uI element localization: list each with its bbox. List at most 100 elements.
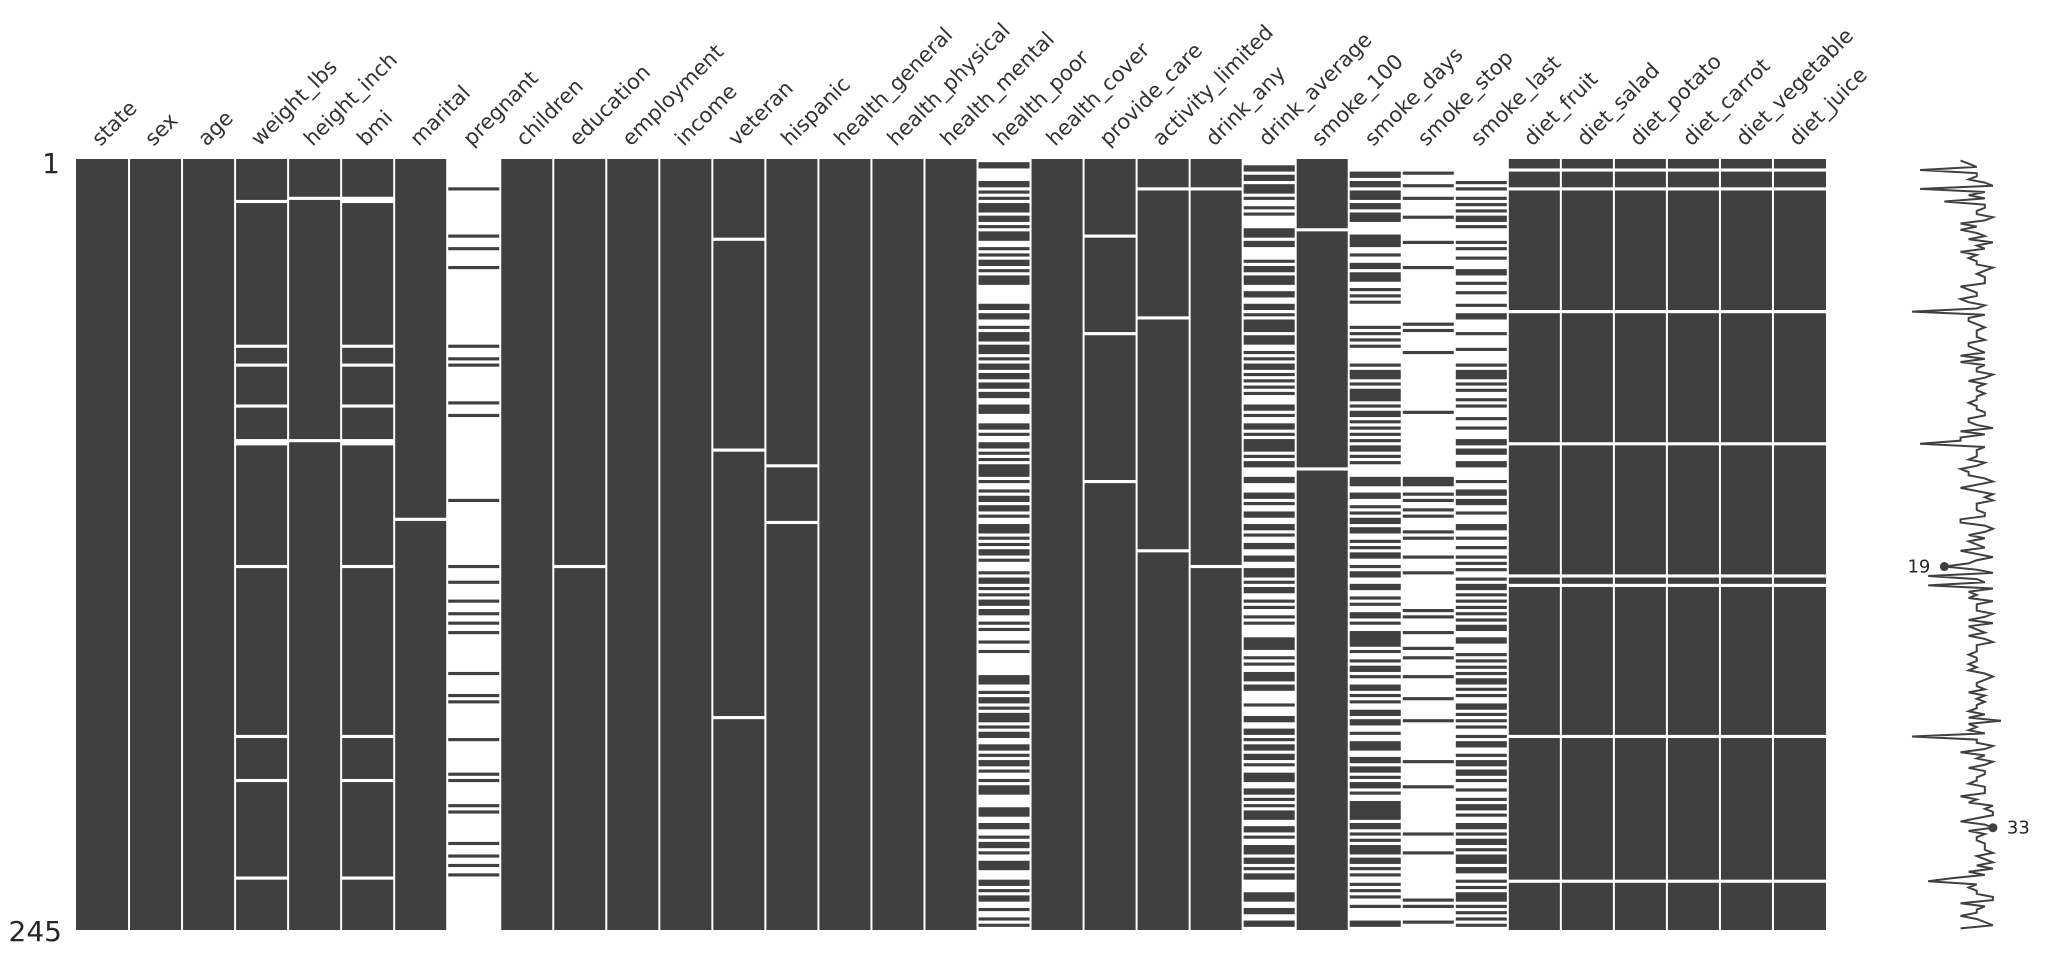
- filled-block-health_poor: [977, 917, 1031, 921]
- filled-block-smoke_stop: [1401, 785, 1455, 789]
- filled-block-smoke_days: [1348, 719, 1402, 726]
- filled-block-smoke_last: [1454, 369, 1508, 380]
- filled-block-smoke_days: [1348, 203, 1402, 210]
- filled-block-smoke_last: [1454, 417, 1508, 421]
- filled-block-smoke_days: [1348, 461, 1402, 465]
- filled-block-drink_average: [1242, 165, 1296, 172]
- filled-block-drink_average: [1242, 303, 1296, 311]
- filled-block-health_poor: [977, 259, 1031, 266]
- filled-block-smoke_days: [1348, 882, 1402, 886]
- filled-block-health_poor: [977, 706, 1031, 710]
- filled-block-diet_fruit: [1507, 577, 1561, 584]
- filled-block-education: [553, 568, 607, 930]
- filled-block-drink_average: [1242, 439, 1296, 452]
- filled-block-smoke_days: [1348, 234, 1402, 248]
- filled-block-smoke_stop: [1401, 760, 1455, 764]
- filled-block-diet_salad: [1560, 586, 1614, 735]
- filled-block-smoke_stop: [1401, 530, 1455, 534]
- filled-block-smoke_last: [1454, 479, 1508, 484]
- filled-block-drink_average: [1242, 873, 1296, 880]
- filled-block-smoke_last: [1454, 911, 1508, 915]
- filled-block-smoke_last: [1454, 181, 1508, 185]
- filled-block-diet_carrot: [1666, 313, 1720, 443]
- filled-block-pregnant: [447, 693, 501, 698]
- filled-block-smoke_last: [1454, 187, 1508, 191]
- filled-block-diet_carrot: [1666, 882, 1720, 930]
- filled-block-smoke_last: [1454, 618, 1508, 622]
- filled-block-smoke_days: [1348, 332, 1402, 336]
- filled-block-diet_vegetable: [1719, 577, 1773, 584]
- filled-block-health_poor: [977, 621, 1031, 625]
- filled-block-health_poor: [977, 332, 1031, 342]
- filled-block-state: [76, 159, 130, 930]
- filled-block-drink_average: [1242, 461, 1296, 468]
- filled-block-health_poor: [977, 303, 1031, 311]
- filled-block-height_inch: [288, 199, 342, 440]
- filled-block-diet_juice: [1772, 445, 1826, 575]
- filled-block-smoke_days: [1348, 404, 1402, 408]
- filled-block-smoke_stop: [1401, 498, 1455, 503]
- filled-block-bmi: [341, 782, 395, 877]
- filled-block-smoke_last: [1454, 892, 1508, 902]
- filled-block-smoke_last: [1454, 923, 1508, 927]
- filled-block-pregnant: [447, 631, 501, 635]
- filled-block-health_poor: [977, 162, 1031, 169]
- filled-block-activity_limited: [1136, 319, 1190, 550]
- filled-block-drink_average: [1242, 621, 1296, 625]
- filled-block-smoke_days: [1348, 867, 1402, 871]
- filled-block-smoke_last: [1454, 760, 1508, 767]
- filled-block-diet_carrot: [1666, 738, 1720, 880]
- filled-block-smoke_last: [1454, 546, 1508, 550]
- filled-block-health_poor: [977, 451, 1031, 455]
- filled-block-smoke_days: [1348, 272, 1402, 282]
- filled-block-diet_salad: [1560, 577, 1614, 584]
- filled-block-health_poor: [977, 712, 1031, 723]
- filled-block-health_poor: [977, 841, 1031, 849]
- filled-block-health_poor: [977, 760, 1031, 767]
- filled-block-smoke_days: [1348, 838, 1402, 842]
- filled-block-smoke_last: [1454, 671, 1508, 676]
- filled-block-smoke_last: [1454, 904, 1508, 908]
- filled-block-diet_fruit: [1507, 313, 1561, 443]
- filled-block-health_poor: [977, 649, 1031, 654]
- filled-block-smoke_days: [1348, 800, 1402, 820]
- filled-block-health_poor: [977, 203, 1031, 213]
- filled-block-drink_average: [1242, 810, 1296, 820]
- filled-block-pregnant: [447, 671, 501, 676]
- filled-block-diet_potato: [1613, 190, 1667, 311]
- filled-block-health_poor: [977, 514, 1031, 518]
- filled-block-activity_limited: [1136, 159, 1190, 188]
- filled-block-drink_average: [1242, 275, 1296, 285]
- filled-block-smoke_stop: [1401, 675, 1455, 679]
- filled-block-health_poor: [977, 923, 1031, 927]
- sparkline-max-marker: [1988, 823, 1998, 833]
- filled-block-health_poor: [977, 851, 1031, 855]
- filled-block-weight_lbs: [235, 407, 289, 440]
- filled-block-health_poor: [977, 457, 1031, 462]
- filled-block-drink_average: [1242, 586, 1296, 594]
- sparkline-line: [1911, 159, 2002, 930]
- filled-block-health_poor: [977, 524, 1031, 534]
- filled-block-smoke_days: [1348, 684, 1402, 691]
- filled-block-health_poor: [977, 269, 1031, 273]
- filled-block-drink_average: [1242, 476, 1296, 484]
- filled-block-diet_vegetable: [1719, 882, 1773, 930]
- filled-block-drink_average: [1242, 184, 1296, 194]
- filled-block-smoke_days: [1348, 873, 1402, 877]
- filled-block-smoke_days: [1348, 382, 1402, 386]
- filled-block-smoke_last: [1454, 885, 1508, 890]
- filled-block-health_poor: [977, 697, 1031, 704]
- filled-block-smoke_days: [1348, 845, 1402, 855]
- filled-block-smoke_days: [1348, 895, 1402, 899]
- filled-block-smoke_stop: [1401, 697, 1455, 701]
- filled-block-hispanic: [765, 467, 819, 521]
- filled-block-drink_average: [1242, 753, 1296, 761]
- filled-block-smoke_last: [1454, 281, 1508, 285]
- filled-block-bmi: [341, 366, 395, 405]
- filled-block-smoke_days: [1348, 388, 1402, 402]
- filled-block-drink_average: [1242, 728, 1296, 735]
- filled-block-diet_carrot: [1666, 190, 1720, 311]
- filled-block-smoke_last: [1454, 269, 1508, 276]
- filled-block-smoke_last: [1454, 583, 1508, 591]
